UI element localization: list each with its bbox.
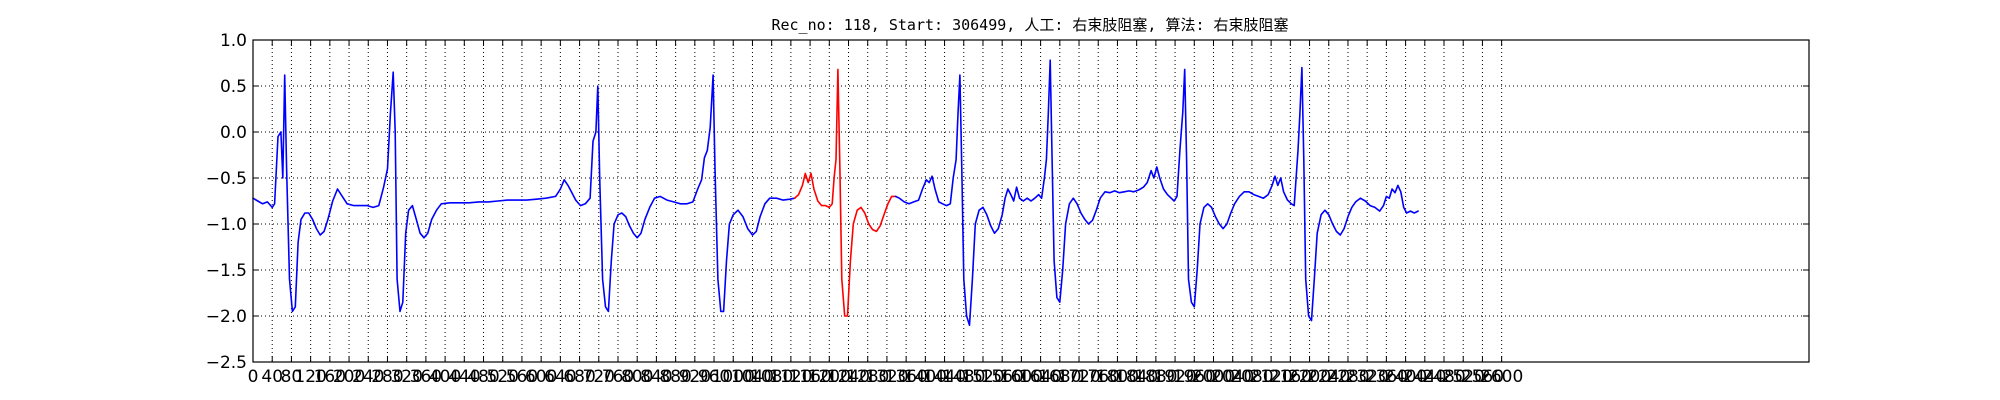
x-tick-label: 1000 [712,367,755,387]
ecg-series-line-1 [252,71,796,313]
plot-area-frame [252,39,1810,363]
x-tick-label: 1720 [1057,367,1100,387]
x-tick-label: 2480 [1422,367,1465,387]
x-tick-label: 2320 [1346,367,1389,387]
x-tick-label: 320 [390,367,422,387]
x-tick-label: 1880 [1134,367,1177,387]
x-tick-label: 640 [544,367,576,387]
x-tick-label: 1600 [1000,367,1043,387]
x-tick-label: 2280 [1326,367,1369,387]
y-tick-label: −0.5 [206,169,247,189]
x-tick-label: 2000 [1192,367,1235,387]
ecg-series-line-2 [793,68,897,317]
x-tick-label: 600 [525,367,557,387]
x-tick-label: 1200 [808,367,851,387]
y-tick-label: −2.5 [206,353,247,373]
x-tick-label: 2360 [1365,367,1408,387]
x-tick-label: 1480 [942,367,985,387]
x-tick-label: 880 [659,367,691,387]
x-tick-label: 1560 [981,367,1024,387]
x-tick-label: 1400 [904,367,947,387]
x-tick-label: 120 [294,367,326,387]
x-tick-label: 1080 [750,367,793,387]
x-tick-label: 960 [698,367,730,387]
x-tick-label: 1320 [865,367,908,387]
x-tick-label: 1360 [885,367,928,387]
x-tick-label: 160 [314,367,346,387]
y-tick-label: −1.5 [206,261,247,281]
x-tick-label: 680 [563,367,595,387]
x-tick-label: 1160 [788,367,831,387]
x-tick-label: 560 [506,367,538,387]
x-tick-label: 920 [679,367,711,387]
x-tick-label: 360 [410,367,442,387]
x-tick-label: 1440 [923,367,966,387]
x-tick-label: 2040 [1211,367,1254,387]
x-tick-label: 0 [248,367,259,387]
x-tick-label: 80 [281,367,303,387]
y-tick-label: 1.0 [220,31,247,51]
x-tick-label: 720 [583,367,615,387]
x-tick-label: 1040 [731,367,774,387]
x-tick-label: 480 [467,367,499,387]
x-tick-label: 520 [487,367,519,387]
x-tick-label: 1120 [769,367,812,387]
x-tick-label: 1840 [1115,367,1158,387]
y-tick-label: 0.0 [220,123,247,143]
series-layer [252,59,1419,327]
chart-title: Rec_no: 118, Start: 306499, 人工: 右束肢阻塞, 算… [771,16,1288,34]
x-tick-label: 2200 [1288,367,1331,387]
x-tick-label: 1760 [1077,367,1120,387]
x-tick-label: 1920 [1153,367,1196,387]
grid-lines [253,40,1809,362]
x-tick-label: 2240 [1307,367,1350,387]
x-tick-label: 1280 [846,367,889,387]
x-tick-label: 2560 [1461,367,1504,387]
x-tick-label: 40 [261,367,283,387]
x-tick-label: 280 [371,367,403,387]
x-tick-label: 200 [333,367,365,387]
y-tick-label: −1.0 [206,215,247,235]
y-tick-label: −2.0 [206,307,247,327]
x-tick-label: 2120 [1249,367,1292,387]
x-tick-label: 1800 [1096,367,1139,387]
x-tick-label: 240 [352,367,384,387]
x-tick-label: 1960 [1173,367,1216,387]
x-tick-label: 2440 [1403,367,1446,387]
x-tick-label: 400 [429,367,461,387]
y-axis: 1.0 0.5 0.0 −0.5 −1.0 −1.5 −2.0 −2.5 [206,31,1809,373]
x-tick-label: 800 [621,367,653,387]
x-tick-label: 2600 [1480,367,1523,387]
x-tick-label: 1520 [961,367,1004,387]
x-tick-label: 1240 [827,367,870,387]
ecg-series-line-3 [894,59,1419,327]
x-axis: 0 408012016020024028032036040044048052056… [248,40,1523,387]
x-tick-label: 2520 [1442,367,1485,387]
x-tick-label: 840 [640,367,672,387]
x-tick-label: 2080 [1230,367,1273,387]
x-tick-label: 2160 [1269,367,1312,387]
x-tick-label: 440 [448,367,480,387]
x-tick-label: 760 [602,367,634,387]
x-tick-label: 1680 [1038,367,1081,387]
x-tick-label: 2400 [1384,367,1427,387]
x-tick-label: 1640 [1019,367,1062,387]
y-tick-label: 0.5 [220,77,247,97]
